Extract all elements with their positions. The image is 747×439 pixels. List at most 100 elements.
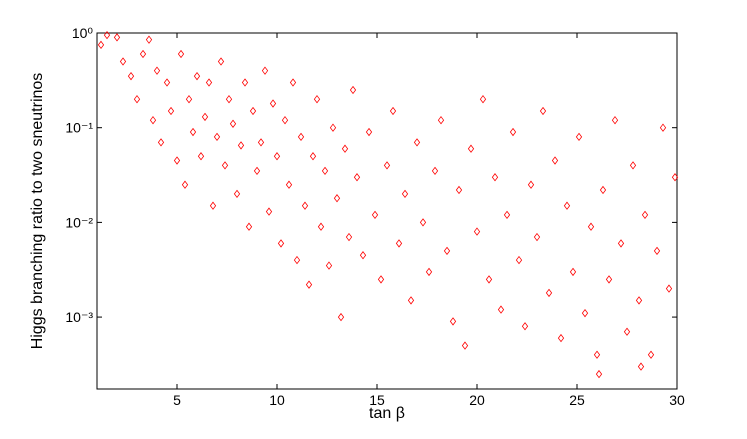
data-point xyxy=(563,201,571,210)
data-point xyxy=(163,78,171,87)
data-point xyxy=(289,78,297,87)
data-point xyxy=(103,30,111,40)
data-point xyxy=(225,95,233,104)
data-point xyxy=(145,35,153,44)
data-point xyxy=(249,106,257,116)
data-point xyxy=(455,185,463,195)
data-point xyxy=(611,116,619,125)
data-point xyxy=(533,232,541,242)
data-point xyxy=(665,284,673,293)
x-axis-label: tan β xyxy=(369,405,405,422)
data-point xyxy=(593,350,601,359)
data-point xyxy=(189,127,197,137)
data-point xyxy=(313,95,321,104)
data-point xyxy=(389,106,397,116)
data-point xyxy=(353,173,361,182)
data-point xyxy=(395,239,403,248)
data-point xyxy=(641,210,649,220)
data-point xyxy=(581,308,589,318)
data-point xyxy=(569,267,577,277)
data-point xyxy=(653,246,661,256)
data-point xyxy=(595,369,603,379)
data-point xyxy=(167,106,175,116)
data-point xyxy=(177,49,185,59)
data-point xyxy=(297,132,305,142)
y-tick-label: 10⁻¹ xyxy=(65,120,93,136)
data-point xyxy=(527,180,535,189)
data-point xyxy=(371,210,379,220)
data-point xyxy=(217,57,225,66)
data-point xyxy=(133,95,141,104)
data-point xyxy=(637,362,645,371)
x-tick-label: 20 xyxy=(469,392,485,408)
data-point xyxy=(127,72,135,81)
data-point xyxy=(253,166,261,176)
data-point xyxy=(413,138,421,147)
data-point xyxy=(181,180,189,189)
data-point xyxy=(285,180,293,189)
data-point xyxy=(431,166,439,176)
data-point xyxy=(213,132,221,142)
data-point xyxy=(587,222,595,231)
data-point xyxy=(605,275,613,284)
data-point xyxy=(503,210,511,220)
data-point xyxy=(575,132,583,142)
data-point xyxy=(221,161,229,170)
data-point xyxy=(305,280,313,289)
data-point xyxy=(515,255,523,265)
data-point xyxy=(293,255,301,265)
data-point xyxy=(551,156,559,165)
data-point xyxy=(635,296,643,305)
data-point xyxy=(157,138,165,147)
data-point xyxy=(449,317,457,326)
data-point xyxy=(97,40,105,49)
data-point xyxy=(317,222,325,231)
data-point xyxy=(325,261,333,270)
data-point xyxy=(149,116,157,125)
data-point xyxy=(545,288,553,298)
data-point xyxy=(617,239,625,248)
data-point xyxy=(139,49,147,59)
data-point xyxy=(437,116,445,125)
data-point xyxy=(197,152,205,161)
data-point xyxy=(383,161,391,170)
x-tick-label: 10 xyxy=(269,392,285,408)
y-tick-label: 10⁰ xyxy=(72,25,94,41)
data-point xyxy=(153,66,161,75)
data-point xyxy=(359,251,367,260)
y-axis-label: Higgs branching ratio to two sneutrinos xyxy=(29,73,46,350)
data-point xyxy=(245,222,253,231)
data-point xyxy=(623,327,631,336)
x-tick-label: 15 xyxy=(369,392,385,408)
data-point xyxy=(345,232,353,242)
data-point xyxy=(473,227,481,236)
data-point xyxy=(333,194,341,203)
data-point xyxy=(119,57,127,66)
x-tick-label: 30 xyxy=(669,392,685,408)
data-point xyxy=(467,144,475,153)
data-point xyxy=(273,152,281,161)
data-point xyxy=(257,138,265,147)
data-point xyxy=(425,267,433,277)
data-point xyxy=(201,112,209,122)
data-point xyxy=(337,312,345,322)
data-point xyxy=(209,201,217,210)
data-point xyxy=(377,275,385,284)
data-point xyxy=(261,66,269,75)
data-point xyxy=(479,95,487,104)
data-point xyxy=(237,141,245,150)
x-tick-label: 25 xyxy=(569,392,585,408)
data-point xyxy=(321,166,329,176)
plot-frame xyxy=(96,32,678,390)
data-point xyxy=(539,106,547,116)
data-point xyxy=(419,218,427,227)
data-point xyxy=(407,296,415,305)
data-point xyxy=(193,72,201,81)
data-point xyxy=(205,78,213,87)
data-point xyxy=(269,99,277,108)
data-point xyxy=(365,127,373,137)
data-point xyxy=(265,207,273,216)
data-point xyxy=(629,161,637,170)
y-tick-label: 10⁻³ xyxy=(65,309,93,325)
